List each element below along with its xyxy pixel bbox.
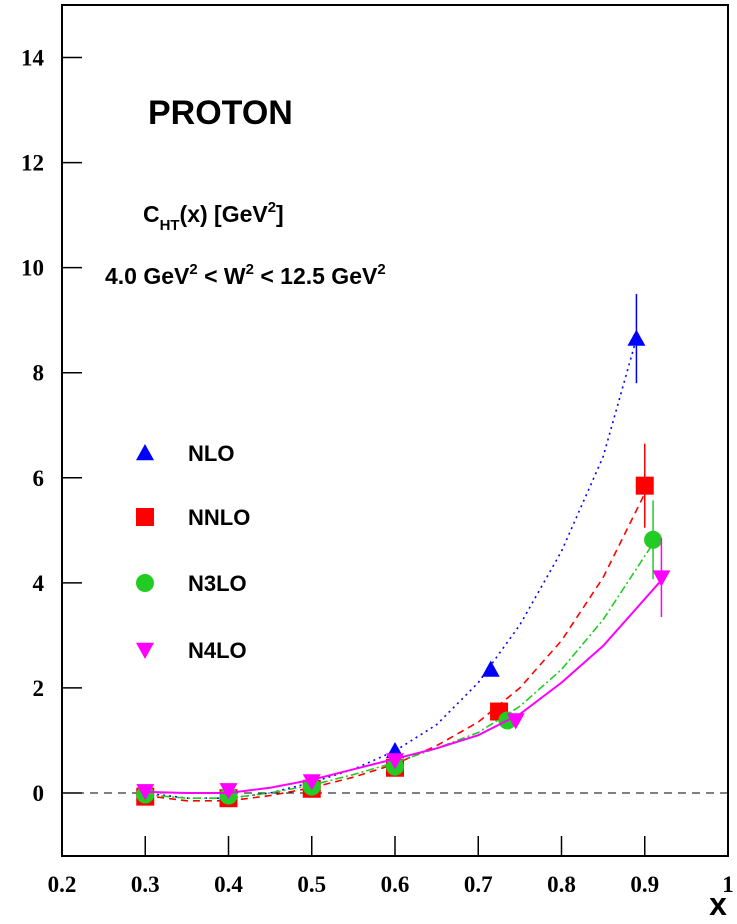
annotation-part: 2	[268, 199, 276, 216]
annotation-part: (x) [GeV	[180, 201, 269, 227]
annotation-part: 2	[246, 261, 254, 278]
plot-frame	[61, 4, 729, 857]
x-tick-label: 0.7	[464, 872, 493, 897]
y-tick-label: 6	[33, 466, 45, 491]
annotation-part: 4.0 GeV	[105, 263, 190, 289]
legend-marker	[136, 574, 154, 592]
x-tick-label: 0.5	[297, 872, 326, 897]
annotation-part: ]	[276, 201, 284, 227]
legend-marker	[136, 642, 154, 659]
y-tick-label: 14	[21, 46, 45, 71]
annotation-part: HT	[160, 217, 180, 234]
marker	[302, 774, 321, 791]
x-tick-label: 1	[722, 872, 734, 897]
x-axis-label: x	[709, 886, 727, 922]
marker	[481, 660, 500, 677]
x-tick-label: 0.4	[214, 872, 243, 897]
y-tick-label: 8	[33, 361, 45, 386]
annotation: PROTON	[148, 94, 293, 132]
x-tick-label: 0.6	[381, 872, 410, 897]
legend-label: NNLO	[188, 505, 250, 530]
annotation-part: C	[143, 201, 160, 227]
annotation-part: 2	[189, 261, 197, 278]
marker	[644, 530, 663, 549]
y-tick-label: 12	[21, 151, 44, 176]
marker	[386, 753, 404, 770]
legend-marker	[136, 444, 154, 461]
marker	[635, 476, 654, 495]
y-tick-label: 4	[33, 571, 45, 596]
marker	[652, 570, 671, 587]
annotation: 4.0 GeV2​ < W2​ < 12.5 GeV2​	[105, 261, 386, 289]
y-tick-label: 0	[33, 781, 45, 806]
x-tick-label: 0.3	[131, 872, 160, 897]
marker	[136, 784, 155, 801]
y-tick-label: 10	[21, 256, 44, 281]
annotation: CHT​(x) [GeV2​]	[143, 199, 284, 234]
annotation-part: PROTON	[148, 94, 293, 132]
x-tick-label: 0.8	[547, 872, 576, 897]
fit-curve	[145, 338, 638, 800]
x-tick-label: 0.2	[48, 872, 77, 897]
marker	[627, 329, 646, 346]
x-tick-label: 0.9	[630, 872, 659, 897]
marker	[219, 783, 238, 800]
annotation-part: < W	[198, 263, 246, 289]
annotation-part: < 12.5 GeV	[254, 263, 378, 289]
legend-label: N3LO	[188, 571, 247, 596]
legend-marker	[136, 508, 154, 526]
legend-label: NLO	[188, 441, 234, 466]
marker	[506, 713, 525, 730]
annotation-part: 2	[377, 261, 385, 278]
legend-label: N4LO	[188, 638, 247, 663]
y-tick-label: 2	[33, 676, 45, 701]
